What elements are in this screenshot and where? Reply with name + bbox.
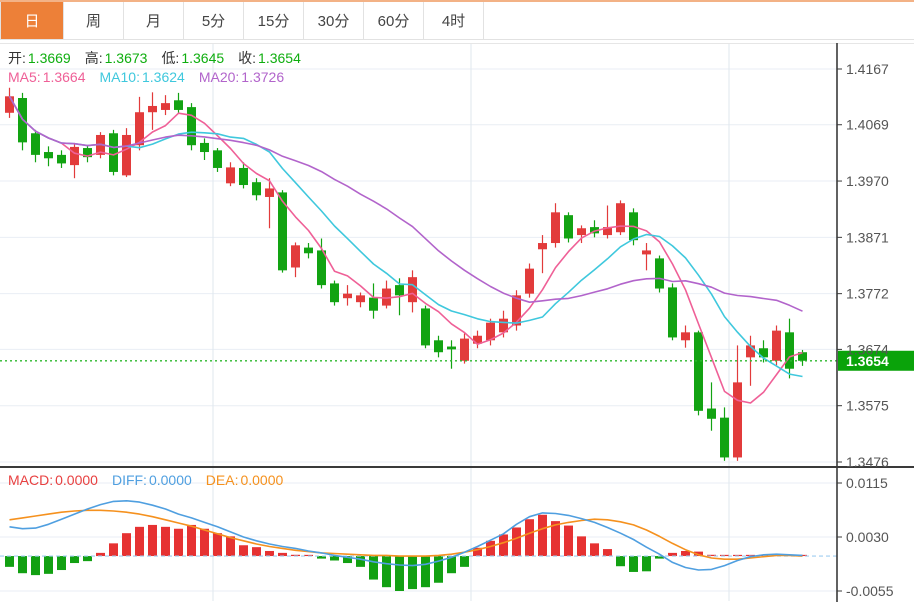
- readout-item: 低: 1.3645: [161, 50, 225, 66]
- tab-period-3[interactable]: 5分: [184, 2, 244, 39]
- ma-readout: MA5: 1.3664 MA10: 1.3624 MA20: 1.3726: [8, 69, 298, 85]
- axis-tick-label: 1.3575: [846, 398, 889, 414]
- tab-period-4[interactable]: 15分: [244, 2, 304, 39]
- tab-period-7[interactable]: 4时: [424, 2, 484, 39]
- macd-histogram: [5, 514, 807, 591]
- axis-tick-label: -0.0055: [846, 583, 894, 599]
- macd-readout: MACD: 0.0000 DIFF: 0.0000 DEA: 0.0000: [8, 472, 297, 488]
- tab-period-2[interactable]: 月: [124, 2, 184, 39]
- axis-tick-label: 1.3674: [846, 341, 889, 357]
- tab-period-6[interactable]: 60分: [364, 2, 424, 39]
- readout-item: MA10: 1.3624: [99, 69, 185, 85]
- period-tabbar: 日周月 5分 15分 30分 60分 4时: [0, 0, 914, 40]
- axis-tick-label: 1.4069: [846, 117, 889, 133]
- ma10-line: [8, 95, 803, 378]
- axis-tick-label: 1.3970: [846, 173, 889, 189]
- readout-item: DIFF: 0.0000: [111, 472, 192, 488]
- ma20-line: [8, 95, 803, 312]
- axis-tick-label: 0.0030: [846, 529, 889, 545]
- svg-text:1.3654: 1.3654: [846, 353, 889, 369]
- axis-tick-label: 1.3772: [846, 286, 889, 302]
- candlestick-layer: [5, 87, 807, 461]
- axis-tick-label: 0.0115: [846, 475, 888, 491]
- ma5-line: [8, 95, 803, 404]
- diff-line: [9, 499, 803, 571]
- axis-layer: 1.4167 1.4069 1.3970 1.3871 1.3772 1.3674 1.35…: [0, 43, 914, 602]
- readout-item: 开: 1.3669: [8, 50, 71, 66]
- axis-tick-label: 1.4167: [846, 61, 889, 77]
- ohlc-readout: 开: 1.3669 高: 1.3673 低: 1.3645 收: 1.3654: [8, 48, 315, 68]
- current-price-badge: 1.3654: [838, 350, 914, 371]
- readout-item: 高: 1.3673: [84, 50, 148, 66]
- tab-period-1[interactable]: 周: [64, 2, 124, 39]
- axis-tick-label: 1.3871: [846, 229, 889, 245]
- readout-item: MACD: 0.0000: [8, 472, 98, 488]
- tab-period-0[interactable]: 日: [0, 2, 64, 39]
- readout-item: MA20: 1.3726: [198, 69, 285, 85]
- dea-line: [9, 509, 803, 561]
- readout-item: DEA: 0.0000: [205, 472, 284, 488]
- tab-period-5[interactable]: 30分: [304, 2, 364, 39]
- readout-item: MA5: 1.3664: [8, 69, 86, 85]
- readout-item: 收: 1.3654: [238, 50, 301, 66]
- axis-tick-label: 1.3476: [846, 454, 889, 470]
